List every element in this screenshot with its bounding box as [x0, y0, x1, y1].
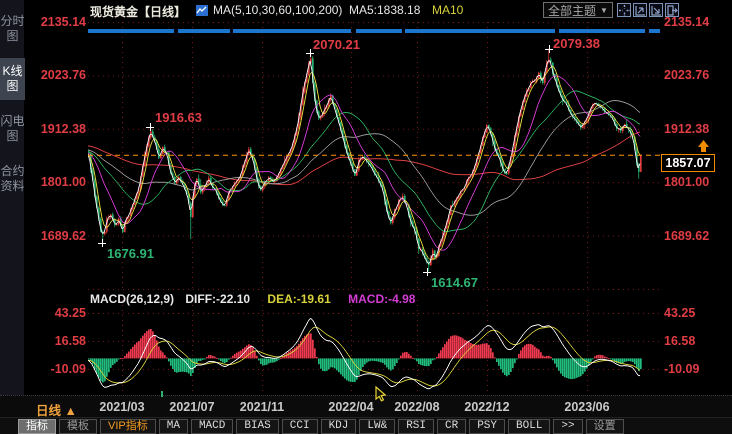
macd-diff-value: DIFF:-22.10: [185, 292, 251, 306]
toolbar-button-0[interactable]: 指标: [18, 418, 56, 434]
macd-chart-canvas[interactable]: [88, 300, 660, 395]
price-tick-right-2: 1912.38: [664, 121, 710, 136]
sidebar-tab-3[interactable]: 合约资料: [0, 164, 25, 193]
price-annotation-0: 1916.63: [155, 110, 202, 125]
indicator-toolbar: 指标 模板 VIP指标 MA MACD BIAS CCI KDJ LW& RSI CR PSY BOLL…: [0, 417, 732, 434]
time-tick-4: 2022/08: [394, 400, 440, 414]
chevron-down-icon: ▼: [600, 5, 608, 15]
macd-params: MACD(26,12,9): [90, 292, 175, 306]
theme-selector-dropdown[interactable]: 全部主题 ▼: [543, 2, 613, 18]
toolbar-button-3[interactable]: MA: [158, 418, 188, 434]
ma10-value: MA10: [432, 3, 464, 17]
time-tick-3: 2022/04: [328, 400, 374, 414]
crosshair-tool-icon[interactable]: [617, 3, 631, 17]
toolbar-button-8[interactable]: LW&: [359, 418, 396, 434]
macd-tick-left-1: 16.58: [54, 334, 86, 348]
price-annotation-3: 2079.38: [553, 36, 600, 51]
macd-tick-right-0: 43.25: [664, 306, 696, 320]
price-annotation-4: 1614.67: [431, 275, 478, 290]
instrument-title: 现货黄金【日线】: [90, 5, 187, 19]
price-tick-left-4: 1689.62: [40, 228, 86, 243]
toolbar-button-6[interactable]: CCI: [281, 418, 318, 434]
macd-tick-right-1: 16.58: [664, 334, 696, 348]
time-axis-row: 日线 ▲ 2021/03 2021/07 2021/11 2022/04 2022/08…: [0, 395, 732, 418]
price-tick-right-3: 1801.00: [664, 175, 710, 190]
price-annotation-1: 1676.91: [107, 246, 154, 261]
price-tick-left-3: 1801.00: [40, 175, 86, 190]
macd-tick-left-0: 43.25: [54, 306, 86, 320]
current-price-box: 1857.07: [661, 154, 715, 172]
sidebar-tab-1[interactable]: K线图: [0, 58, 25, 100]
toolbar-button-10[interactable]: CR: [437, 418, 467, 434]
time-tick-5: 2022/12: [464, 400, 510, 414]
mouse-cursor-icon: [374, 385, 389, 407]
sidebar-tab-0[interactable]: 分时图: [0, 14, 25, 43]
macd-header: MACD(26,12,9) DIFF:-22.10 DEA:-19.61 MAC…: [90, 292, 415, 306]
toolbar-button-14[interactable]: 设置: [585, 418, 624, 434]
price-tick-left-2: 1912.38: [40, 121, 86, 136]
price-up-arrow-icon: [697, 140, 710, 158]
exit-fullscreen-icon[interactable]: [665, 3, 679, 17]
ma5-value: MA5:1838.18: [349, 3, 421, 17]
current-price-value: 1857.07: [665, 156, 711, 170]
price-tick-left-1: 2023.76: [40, 68, 86, 83]
macd-tick-left-2: -10.09: [50, 362, 86, 376]
toolbar-button-13[interactable]: >>: [553, 418, 583, 434]
zoom-in-chart-icon[interactable]: [633, 3, 647, 17]
macd-dea-value: DEA:-19.61: [267, 292, 331, 306]
time-tick-0: 2021/03: [99, 400, 145, 414]
toolbar-button-12[interactable]: BOLL: [508, 418, 551, 434]
price-tick-right-0: 2135.14: [664, 15, 710, 29]
period-selector[interactable]: 日线 ▲: [36, 404, 77, 418]
zoom-out-chart-icon[interactable]: [649, 3, 663, 17]
macd-macd-value: MACD:-4.98: [348, 292, 416, 306]
price-tick-right-1: 2023.76: [664, 68, 710, 83]
price-tick-right-4: 1689.62: [664, 228, 710, 243]
time-tick-6: 2023/06: [564, 400, 610, 414]
macd-tick-right-2: -10.09: [664, 362, 700, 376]
ma-settings-label: MA(5,10,30,60,100,200): [213, 3, 343, 17]
price-annotation-2: 2070.21: [313, 37, 360, 52]
toolbar-button-5[interactable]: BIAS: [236, 418, 279, 434]
line-chart-icon: [196, 4, 209, 22]
toolbar-button-2[interactable]: VIP指标: [100, 418, 156, 434]
toolbar-button-4[interactable]: MACD: [190, 418, 234, 434]
toolbar-button-9[interactable]: RSI: [398, 418, 434, 434]
toolbar-button-1[interactable]: 模板: [59, 418, 97, 434]
toolbar-button-11[interactable]: PSY: [469, 418, 506, 434]
axis-marker-green: [161, 391, 163, 397]
toolbar-button-7[interactable]: KDJ: [320, 418, 357, 434]
sidebar: 分时图 K线图闪电图合约资料: [0, 0, 25, 417]
time-tick-1: 2021/07: [169, 400, 215, 414]
candlestick-chart-canvas[interactable]: [88, 22, 660, 290]
theme-selector-label: 全部主题: [548, 3, 597, 18]
price-tick-left-0: 2135.14: [40, 15, 86, 29]
time-tick-2: 2021/11: [239, 400, 285, 414]
sidebar-tab-2[interactable]: 闪电图: [0, 114, 25, 143]
